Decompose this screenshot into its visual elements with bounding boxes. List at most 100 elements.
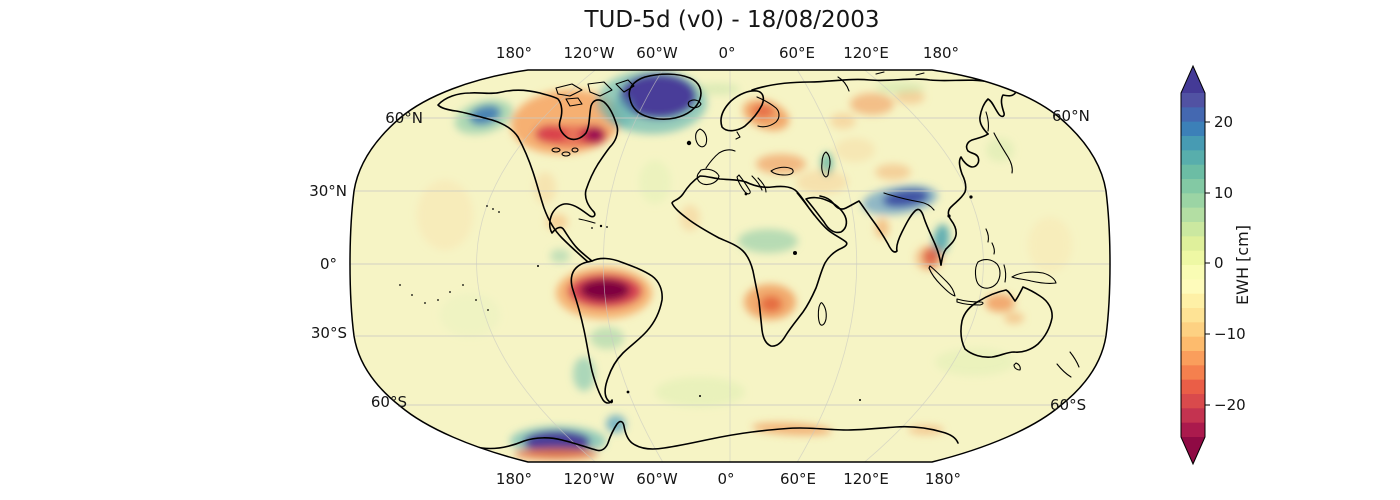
coastline-italy — [736, 174, 751, 195]
caspian-sea — [821, 151, 831, 178]
meridian-line — [603, 70, 664, 462]
colorbar-band — [1181, 236, 1205, 252]
tick-label-top: 60°E — [779, 44, 815, 62]
graticule — [350, 70, 1110, 462]
anomaly-australia-orange-2 — [1004, 312, 1024, 324]
island-sulawesi — [1003, 264, 1007, 283]
anomaly-canada-crimson-core — [587, 129, 603, 141]
tick-label-top: 180° — [496, 44, 532, 62]
colorbar-band — [1181, 308, 1205, 323]
island-hainan — [947, 214, 951, 218]
island-puerto-rico — [606, 226, 608, 228]
colorbar-band — [1181, 250, 1205, 266]
island-ireland — [686, 140, 692, 146]
island-borneo — [974, 259, 1001, 289]
anomaly-ural-orange — [830, 113, 856, 129]
island-jamaica — [591, 227, 593, 229]
colorbar-band — [1181, 322, 1205, 338]
anomaly-scandinavia-orange-core — [752, 104, 774, 118]
colorbar-tick-label: 10 — [1214, 184, 1233, 202]
colorbar-axis-label: EWH [cm] — [1233, 225, 1252, 305]
anomaly-australia-orange-1 — [985, 294, 1015, 312]
island-sumatra — [928, 265, 956, 297]
anomaly-southern-ocean-green-1 — [655, 377, 745, 407]
tick-label-bottom: 120°E — [843, 470, 889, 488]
coastline-arabia — [805, 196, 848, 234]
map-outline — [349, 69, 1111, 463]
coastline-africa — [671, 175, 848, 347]
colorbar-band — [1181, 365, 1205, 381]
coastline-iberia — [696, 168, 720, 186]
colorbar-band — [1181, 150, 1205, 166]
island-sicily — [744, 192, 748, 196]
colorbar-band — [1181, 222, 1205, 237]
anomaly-arctic-green — [696, 83, 740, 95]
anomaly-himalaya-indigo-core — [883, 189, 929, 207]
coastline-britain — [695, 128, 708, 148]
colorbar-tick-label: 20 — [1214, 113, 1233, 131]
colorbar-tick-label: 0 — [1214, 254, 1224, 272]
anomaly-mongolia-orange — [875, 164, 911, 180]
tick-label-bottom: 120°W — [564, 470, 615, 488]
tick-label-left: 30°S — [311, 324, 347, 342]
colorbar-band — [1181, 121, 1205, 137]
colorbar-over-arrow — [1181, 66, 1205, 93]
anomaly-indianocean-faint-orange — [1028, 217, 1072, 273]
tick-label-right: 60°S — [1050, 396, 1086, 414]
island-new-guinea — [1011, 271, 1057, 284]
coastline-kamchatka — [979, 91, 1017, 135]
tick-label-left: 60°S — [371, 393, 407, 411]
tick-label-right: 60°N — [1052, 107, 1090, 125]
anomaly-pacific-faint-orange — [417, 180, 473, 250]
anomaly-congo-teal — [738, 229, 798, 253]
colorbar-band — [1181, 136, 1205, 151]
coastline-baltic — [756, 96, 780, 128]
tick-label-top: 180° — [923, 44, 959, 62]
anomaly-siberia-orange-1 — [850, 93, 894, 115]
colorbar-band — [1181, 279, 1205, 295]
coastline-india-seasia — [819, 195, 942, 266]
anomaly-pacific-green — [440, 293, 500, 337]
colorbar-band — [1181, 351, 1205, 366]
anomaly-india-west-orange — [875, 218, 889, 238]
coastline-australia — [960, 286, 1053, 358]
colorbar-band — [1181, 164, 1205, 180]
coastline-denmark — [735, 131, 741, 140]
tick-label-bottom: 60°E — [780, 470, 816, 488]
islands-arctic-russia — [837, 71, 925, 92]
lake-victoria — [793, 251, 797, 255]
island-galapagos — [537, 265, 539, 267]
anomaly-baffin-bay-teal — [610, 96, 634, 128]
coastline-greenland — [628, 73, 702, 120]
islands-philippines — [985, 228, 995, 255]
coastline-new-zealand — [1056, 351, 1080, 378]
anomaly-atlantic-green — [639, 160, 671, 204]
coastline-japan — [993, 132, 1013, 174]
black-sea — [770, 166, 794, 176]
axis-tick-labels: 180° 120°W 60°W 0° 60°E 120°E 180° 180° 120°W 60°… — [309, 44, 1090, 488]
anomaly-nsiberia-green — [875, 82, 925, 94]
island-java — [956, 298, 984, 306]
coastline-antarctica — [441, 420, 959, 452]
tick-label-top: 120°W — [564, 44, 615, 62]
colorbar-tick-label: −20 — [1214, 396, 1246, 414]
tick-label-bottom: 180° — [496, 470, 532, 488]
anomaly-colombia-teal — [550, 249, 570, 263]
colorbar-band — [1181, 336, 1205, 352]
coastline-caribbean — [578, 218, 596, 224]
anomaly-amazon-crimson-core — [580, 279, 630, 301]
island-tasmania — [1013, 362, 1021, 371]
coastline-east-asia — [940, 133, 989, 266]
tick-label-bottom: 0° — [717, 470, 734, 488]
colorbar-band — [1181, 379, 1205, 395]
colorbar-tick-label: −10 — [1214, 325, 1246, 343]
tick-label-bottom: 180° — [925, 470, 961, 488]
coastline-south-america — [570, 257, 663, 404]
figure-title: TUD-5d (v0) - 18/08/2003 — [584, 7, 880, 33]
island-hispaniola — [599, 224, 603, 228]
island-sakhalin — [985, 111, 989, 132]
anomaly-mideast-orange — [796, 170, 848, 194]
meridian-line — [796, 70, 857, 462]
